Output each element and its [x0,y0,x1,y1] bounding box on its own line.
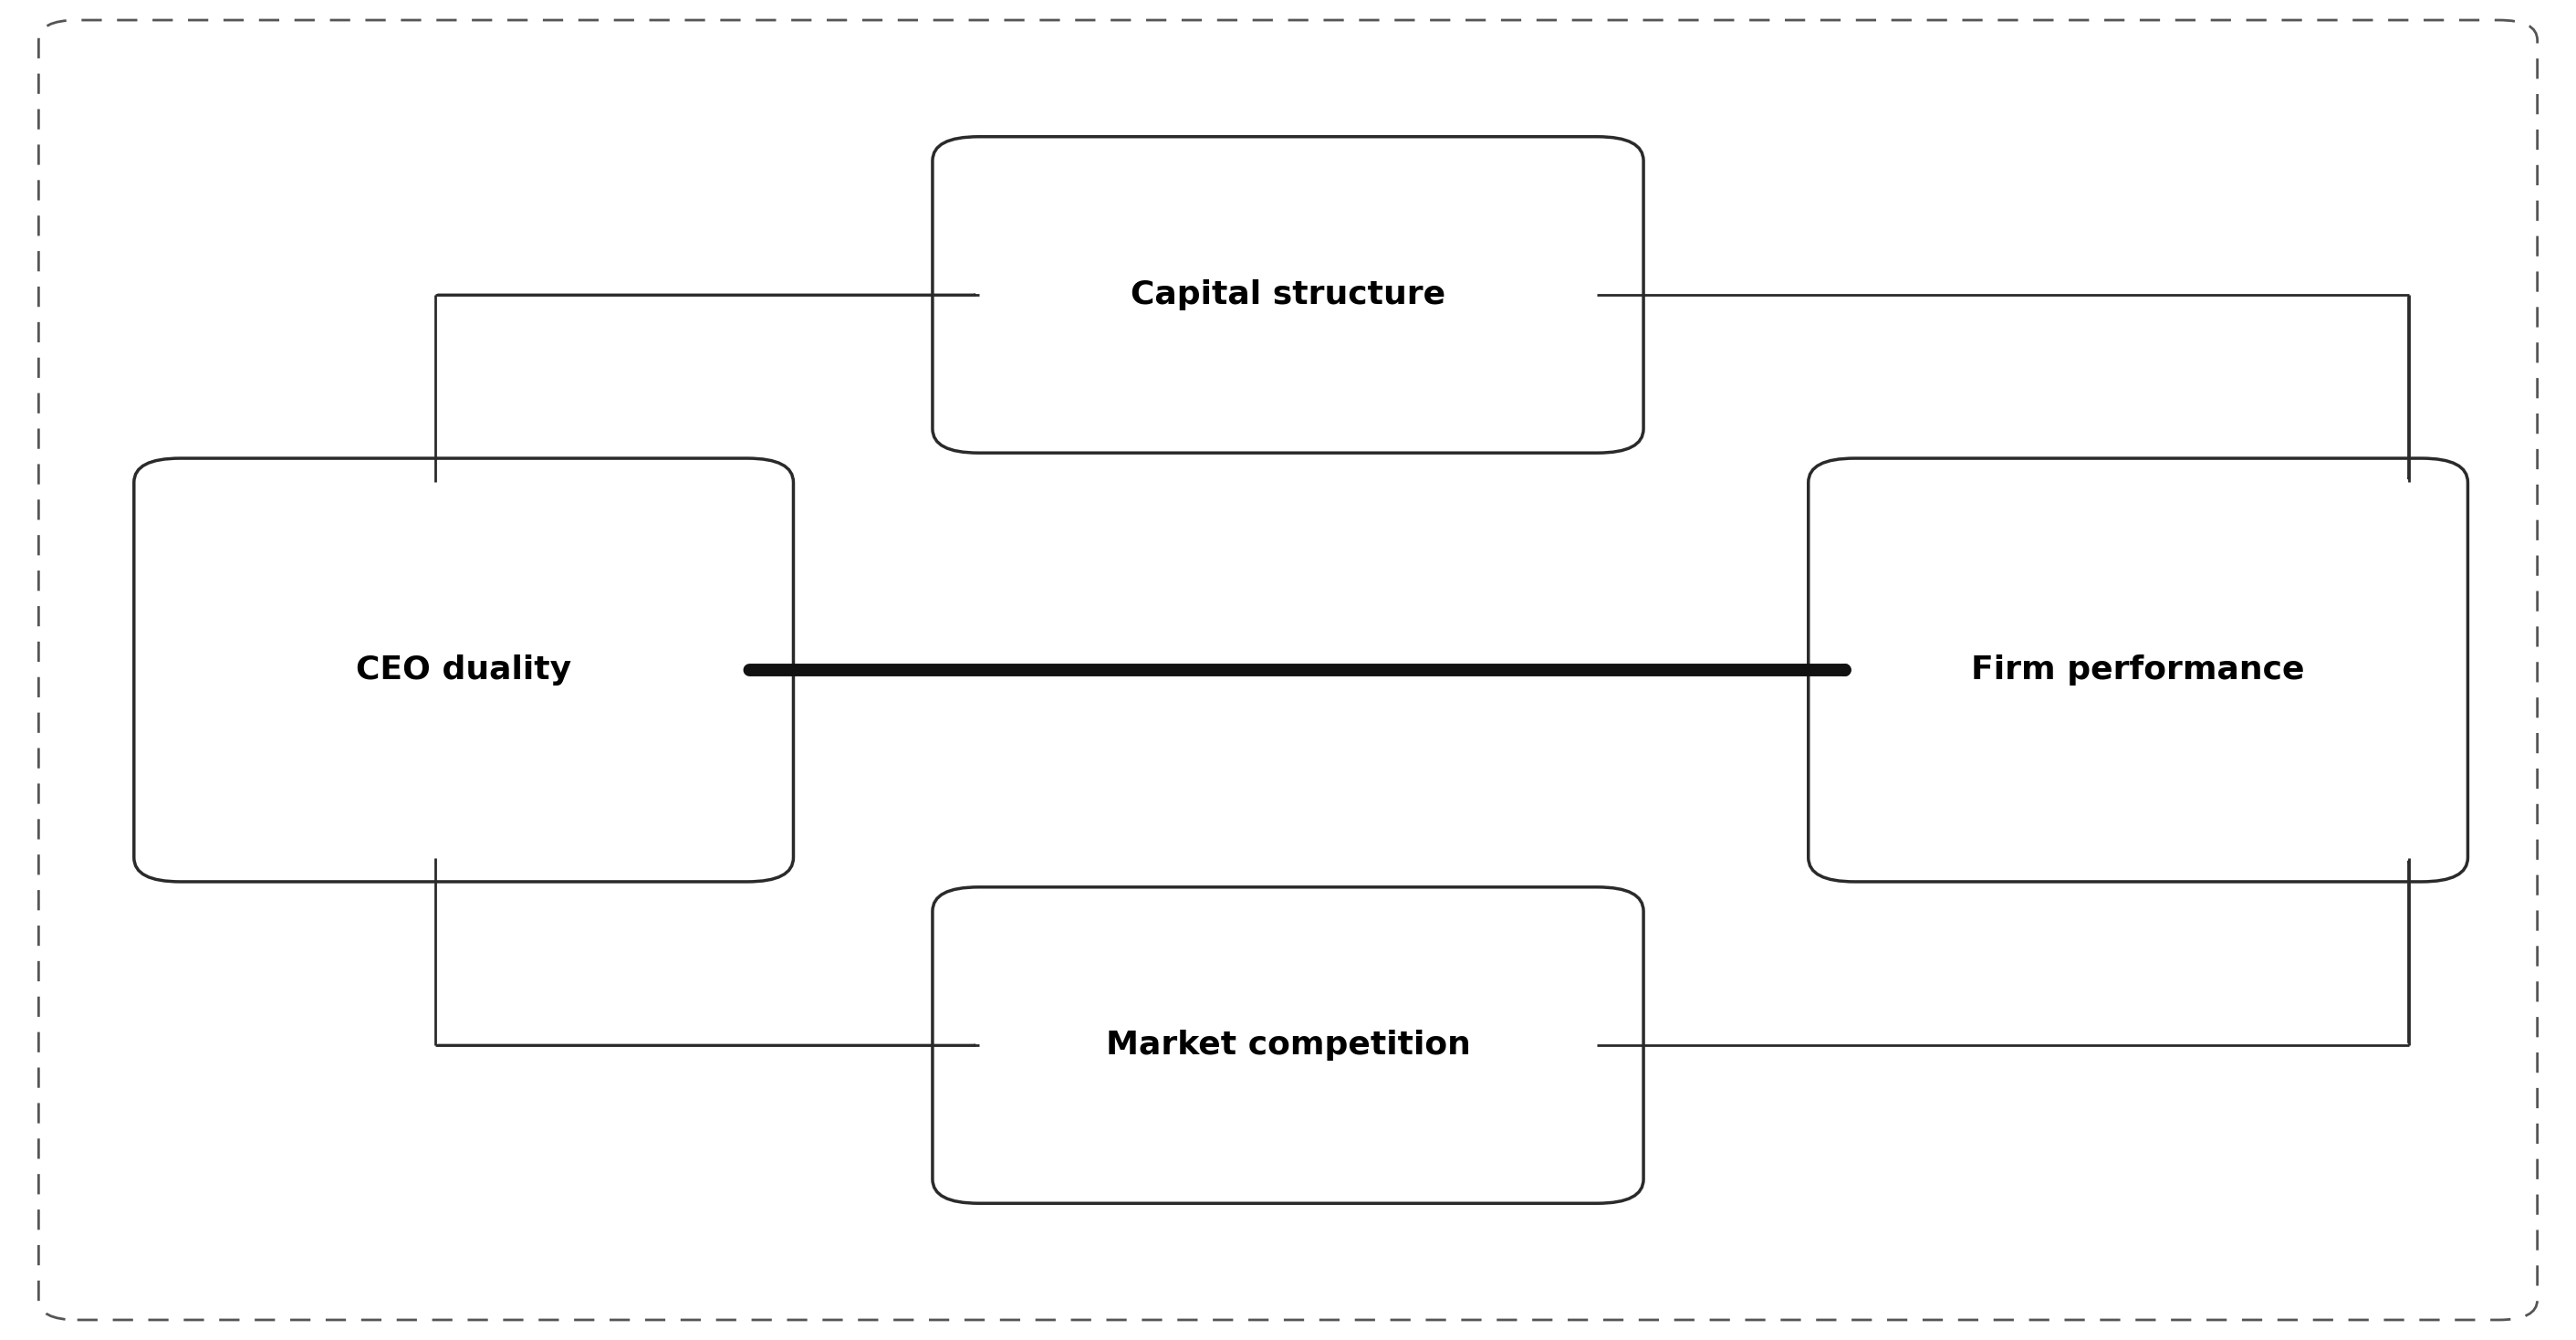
Text: Firm performance: Firm performance [1971,654,2306,686]
Text: CEO duality: CEO duality [355,654,572,686]
Text: Market competition: Market competition [1105,1029,1471,1061]
FancyBboxPatch shape [134,458,793,882]
FancyBboxPatch shape [1808,458,2468,882]
Text: Capital structure: Capital structure [1131,279,1445,311]
FancyBboxPatch shape [933,887,1643,1203]
FancyBboxPatch shape [933,137,1643,453]
